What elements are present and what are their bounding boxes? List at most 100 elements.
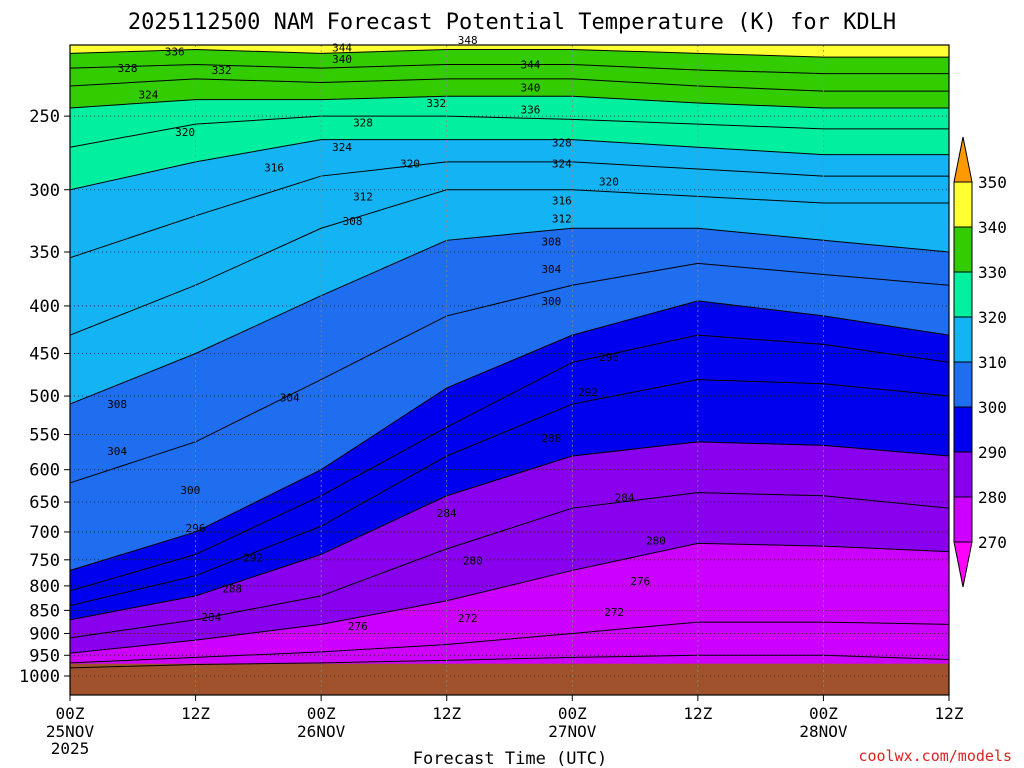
colorbar-tick-label: 300 bbox=[978, 398, 1007, 417]
contour-label: 276 bbox=[630, 575, 650, 588]
colorbar-band bbox=[953, 361, 973, 408]
plot-area bbox=[70, 45, 949, 695]
contour-label: 316 bbox=[264, 162, 284, 175]
colorbar-extend-low bbox=[953, 541, 973, 588]
colorbar-tick-label: 320 bbox=[978, 308, 1007, 327]
colorbar-band bbox=[953, 406, 973, 453]
isentrope-312 bbox=[70, 189, 949, 336]
colorbar-extend-high bbox=[953, 136, 973, 183]
isentrope-344 bbox=[65, 38, 954, 42]
isentrope-320 bbox=[70, 139, 949, 191]
x-tick-label: 00Z bbox=[558, 704, 587, 723]
contour-label: 320 bbox=[400, 157, 420, 170]
y-tick-label: 350 bbox=[29, 243, 60, 263]
contour-label: 292 bbox=[243, 552, 263, 565]
contour-label: 284 bbox=[615, 492, 635, 505]
isentrope-300 bbox=[70, 300, 949, 571]
isentrope-280 bbox=[70, 542, 949, 654]
contour-label: 336 bbox=[165, 45, 185, 58]
isentrope-332 bbox=[70, 78, 949, 92]
contour-label: 308 bbox=[343, 215, 363, 228]
contour-label: 284 bbox=[437, 507, 457, 520]
y-tick-label: 650 bbox=[29, 493, 60, 513]
x-tick-label: 12Z bbox=[935, 704, 964, 723]
contour-label: 272 bbox=[604, 606, 624, 619]
contour-label: 340 bbox=[520, 82, 540, 95]
isentrope-336 bbox=[70, 63, 949, 75]
ground-surface bbox=[70, 663, 949, 695]
isentrope-316 bbox=[70, 161, 949, 259]
colorbar-tick-label: 280 bbox=[978, 488, 1007, 507]
contour-label: 324 bbox=[552, 157, 572, 170]
x-tick-label: 00Z bbox=[56, 704, 85, 723]
isentrope-288 bbox=[70, 441, 949, 621]
y-tick-label: 750 bbox=[29, 551, 60, 571]
contour-label: 280 bbox=[463, 554, 483, 567]
y-tick-label: 400 bbox=[29, 297, 60, 317]
x-date-label: 25NOV bbox=[46, 722, 95, 741]
isentrope-308 bbox=[70, 227, 949, 405]
y-tick-label: 850 bbox=[29, 601, 60, 621]
contour-label: 288 bbox=[222, 582, 242, 595]
contour-label: 328 bbox=[353, 117, 373, 130]
contour-label: 280 bbox=[646, 535, 666, 548]
isentrope-292 bbox=[70, 379, 949, 607]
grid-lines bbox=[70, 45, 949, 695]
y-tick-label: 250 bbox=[29, 107, 60, 127]
y-tick-label: 600 bbox=[29, 461, 60, 481]
contour-label: 288 bbox=[541, 432, 561, 445]
x-tick-label: 12Z bbox=[181, 704, 210, 723]
contour-label: 308 bbox=[541, 235, 561, 248]
colorbar-band bbox=[953, 226, 973, 273]
x-tick-label: 00Z bbox=[307, 704, 336, 723]
chart-title: 2025112500 NAM Forecast Potential Temper… bbox=[128, 10, 896, 35]
contour-label: 296 bbox=[599, 351, 619, 364]
contour-label: 344 bbox=[520, 58, 540, 71]
y-tick-label: 300 bbox=[29, 181, 60, 201]
contour-label: 276 bbox=[348, 620, 368, 633]
x-tick-label: 12Z bbox=[432, 704, 461, 723]
y-tick-label: 500 bbox=[29, 387, 60, 407]
x-date-label: 2025 bbox=[51, 739, 90, 758]
contour-label: 292 bbox=[578, 386, 598, 399]
colorbar-band bbox=[953, 181, 973, 228]
plot-frame bbox=[69, 44, 950, 696]
isentrope-contours bbox=[65, 38, 954, 669]
contour-label: 300 bbox=[180, 484, 200, 497]
colorbar-band bbox=[953, 451, 973, 498]
y-tick-label: 800 bbox=[29, 577, 60, 597]
colorbar-tick-label: 330 bbox=[978, 263, 1007, 282]
colorbar: 270 280 290 300 310 320 330 340 350 bbox=[953, 136, 1007, 588]
contour-label: 312 bbox=[552, 212, 572, 225]
contour-label: 328 bbox=[118, 62, 138, 75]
y-tick-label: 700 bbox=[29, 523, 60, 543]
colorbar-band bbox=[953, 496, 973, 543]
contour-label: 304 bbox=[280, 392, 300, 405]
y-tick-label: 550 bbox=[29, 426, 60, 446]
isentrope-272 bbox=[70, 654, 949, 669]
contour-label: 320 bbox=[175, 126, 195, 139]
y-axis: 250 300 350 400 450 500 550 600 650 700 750 800 850 9… bbox=[19, 107, 70, 687]
y-tick-label: 1000 bbox=[19, 667, 60, 687]
contour-label: 296 bbox=[186, 522, 206, 535]
isentrope-328 bbox=[70, 95, 949, 109]
y-tick-label: 450 bbox=[29, 345, 60, 365]
colorbar-tick-label: 310 bbox=[978, 353, 1007, 372]
contour-label: 336 bbox=[520, 104, 540, 117]
x-date-label: 28NOV bbox=[799, 722, 848, 741]
contour-label: 340 bbox=[332, 53, 352, 66]
contour-label: 324 bbox=[139, 89, 159, 102]
contour-label: 320 bbox=[599, 176, 619, 189]
y-tick-label: 950 bbox=[29, 646, 60, 666]
colorbar-tick-label: 340 bbox=[978, 218, 1007, 237]
contour-label: 300 bbox=[541, 295, 561, 308]
x-tick-label: 12Z bbox=[683, 704, 712, 723]
isentrope-304 bbox=[70, 262, 949, 484]
x-axis-label: Forecast Time (UTC) bbox=[413, 749, 607, 768]
colorbar-tick-label: 270 bbox=[978, 533, 1007, 552]
x-tick-label: 00Z bbox=[809, 704, 838, 723]
contour-label: 312 bbox=[353, 190, 373, 203]
contour-label: 316 bbox=[552, 194, 572, 207]
